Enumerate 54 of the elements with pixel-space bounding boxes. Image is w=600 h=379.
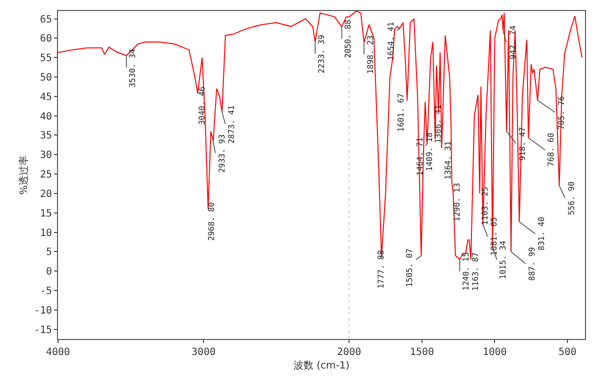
x-tick-label: 1500 <box>410 347 434 358</box>
annotation: 2933. 93 <box>218 134 227 173</box>
annotation: 2233. 39 <box>317 34 326 74</box>
annotation: 887. 99 <box>527 246 536 281</box>
annotation: 556. 90 <box>566 181 576 216</box>
annotation: 1081. 05 <box>490 216 499 256</box>
annotation: 1654. 41 <box>386 22 396 60</box>
annotation: 705. 76 <box>557 96 566 130</box>
y-tick-label: -10 <box>34 305 52 316</box>
y-tick-label: 15 <box>40 208 52 220</box>
x-tick-label: 3000 <box>192 347 216 358</box>
y-tick-label: 65 <box>40 14 52 26</box>
y-tick-label: 20 <box>40 188 52 200</box>
annotation: 3530. 34 <box>128 48 138 88</box>
y-tick-label: 40 <box>40 111 52 122</box>
annotation: 1898. 23 <box>366 35 376 74</box>
y-tick-label: 35 <box>40 130 52 142</box>
y-tick-label: 60 <box>40 34 52 45</box>
annotation: 1409. 18 <box>424 132 434 172</box>
annotation: 2873. 41 <box>226 104 236 144</box>
annotation: 1505. 07 <box>405 248 414 288</box>
y-axis-title: %透过率 <box>18 155 30 195</box>
annotation: 1103. 25 <box>480 186 490 226</box>
annotation: 3040. 46 <box>197 86 206 126</box>
annotation: 1464. 71 <box>415 137 424 176</box>
y-tick-label: -15 <box>34 324 52 336</box>
annotation: 942. 74 <box>508 25 518 60</box>
annotation: 1601. 67 <box>396 93 406 132</box>
y-tick-label: 45 <box>40 92 52 103</box>
annotation: 1240. 15 <box>462 252 471 291</box>
y-tick-label: 55 <box>40 53 52 64</box>
y-tick-label: 25 <box>40 170 52 181</box>
annotation: 1163. 87 <box>471 252 480 291</box>
annotation: 2050. 88 <box>343 19 352 58</box>
x-tick-label: 1000 <box>482 347 507 358</box>
annotation: 918. 47 <box>518 126 528 161</box>
y-tick-label: 5 <box>46 247 52 258</box>
annotation: 1290. 13 <box>452 182 462 222</box>
annotation: 1386. 41 <box>433 104 442 144</box>
x-tick-label: 500 <box>558 347 577 358</box>
annotation: 831. 40 <box>537 216 546 251</box>
annotation: 768. 60 <box>546 132 556 167</box>
x-tick-label: 4000 <box>46 347 70 358</box>
y-tick-label: 0 <box>46 266 52 278</box>
x-tick-label: 2000 <box>337 347 362 358</box>
annotation: 1777. 88 <box>376 250 386 289</box>
y-tick-label: 10 <box>40 228 52 239</box>
y-tick-label: -5 <box>40 286 52 297</box>
annotation: 2968. 80 <box>206 202 216 241</box>
y-tick-label: 50 <box>40 72 52 84</box>
x-axis-title: 波数 (cm-1) <box>293 360 350 372</box>
y-tick-label: 30 <box>40 150 52 162</box>
annotation: 1364. 31 <box>444 140 453 180</box>
annotation: 1015. 34 <box>498 240 508 280</box>
